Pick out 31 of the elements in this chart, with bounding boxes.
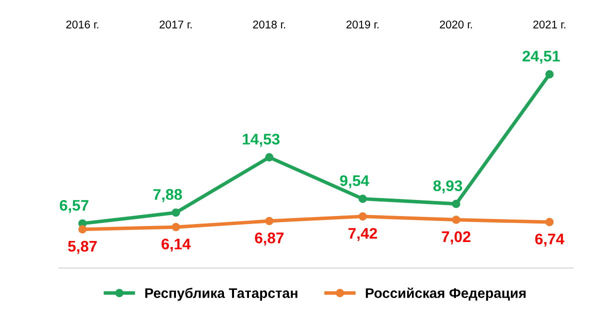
point xyxy=(78,225,87,234)
point xyxy=(358,212,367,221)
data-label: 8,93 xyxy=(433,180,462,194)
point xyxy=(452,200,460,208)
point xyxy=(545,218,554,226)
x-tick-label: 2018 г. xyxy=(253,20,286,28)
x-tick-label: 2021 г. xyxy=(533,20,566,28)
data-label: 6,57 xyxy=(60,200,88,213)
data-label: 9,54 xyxy=(340,175,370,188)
x-tick-label: 2017 г. xyxy=(160,20,192,28)
x-tick-label: 2020 г. xyxy=(440,20,472,28)
point xyxy=(172,222,180,232)
point xyxy=(545,70,554,78)
data-label: 5,87 xyxy=(68,240,97,254)
data-label: 7,42 xyxy=(348,228,377,241)
data-label: 7,88 xyxy=(153,189,182,202)
data-label: 7,02 xyxy=(442,231,470,244)
data-label: 6,14 xyxy=(162,238,191,252)
point xyxy=(452,216,460,224)
point xyxy=(265,216,274,226)
data-label: 6,74 xyxy=(535,234,564,247)
legend-label: Российская Федерация xyxy=(366,288,526,301)
data-label: 14,53 xyxy=(242,134,280,147)
point xyxy=(172,208,180,217)
x-tick-label: 2019 г. xyxy=(346,20,378,28)
data-label: 6,87 xyxy=(254,232,284,246)
legend-label: Республика Татарстан xyxy=(145,288,298,301)
point xyxy=(358,194,367,203)
point xyxy=(265,153,274,162)
x-tick-label: 2016 г. xyxy=(66,20,98,28)
data-label: 24,51 xyxy=(522,50,560,64)
